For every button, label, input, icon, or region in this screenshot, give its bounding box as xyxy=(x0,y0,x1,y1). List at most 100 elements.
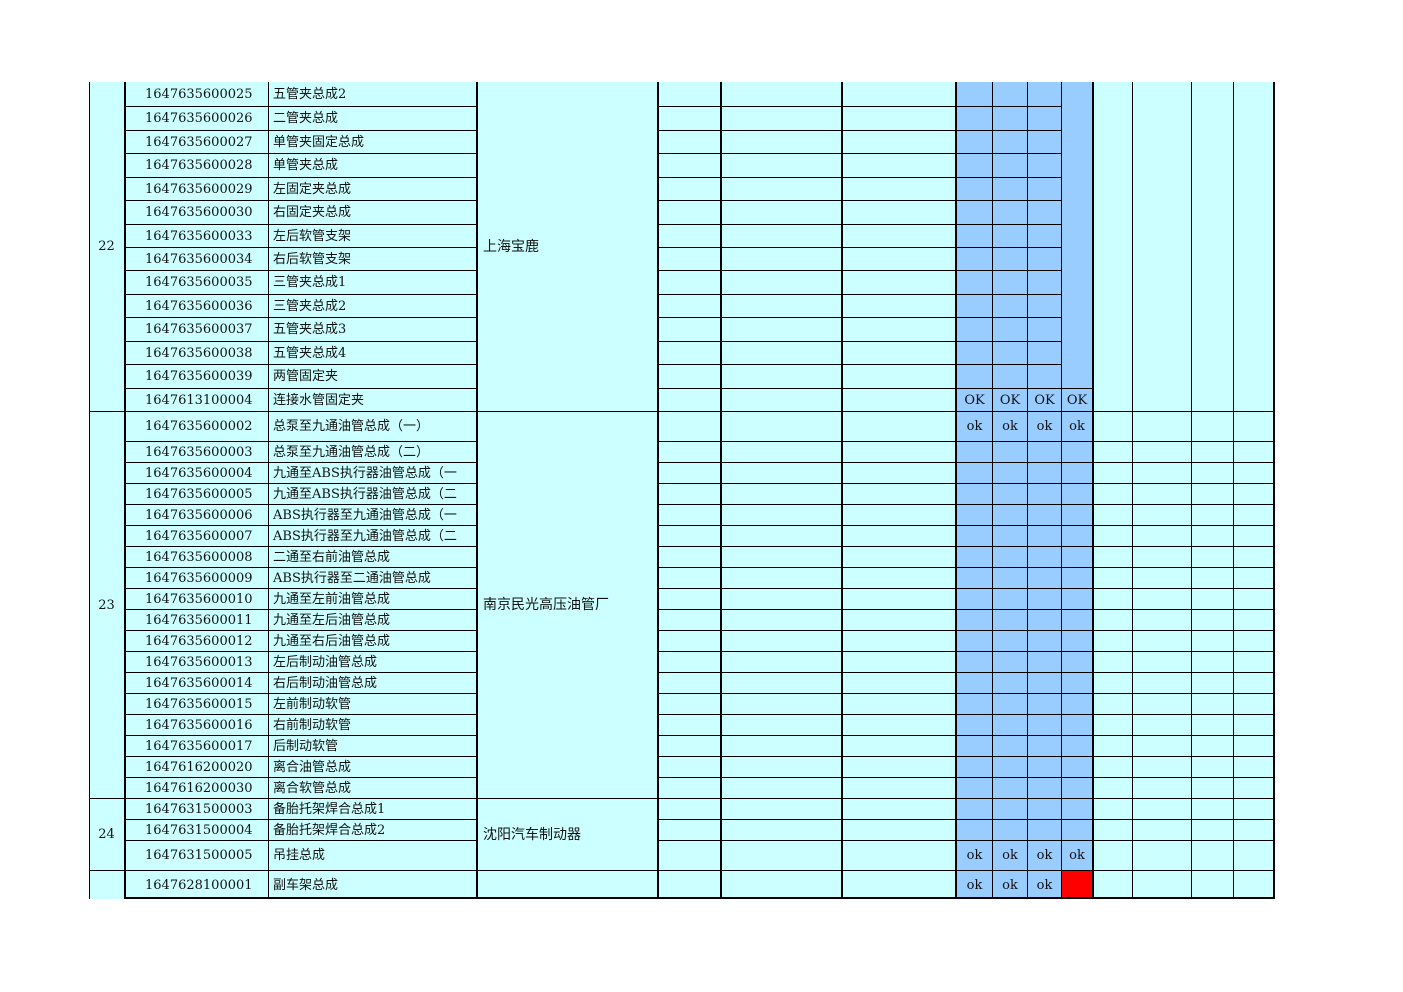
empty-cell[interactable] xyxy=(1191,870,1233,899)
empty-cell[interactable] xyxy=(1092,630,1132,651)
part-code-cell[interactable]: 1647635600028 xyxy=(124,153,268,177)
empty-cell[interactable] xyxy=(841,341,955,364)
empty-cell[interactable] xyxy=(1191,630,1233,651)
status-cell[interactable] xyxy=(1061,341,1092,364)
status-cell[interactable] xyxy=(1027,82,1061,106)
part-name-cell[interactable]: 连接水管固定夹 xyxy=(268,388,476,411)
part-name-cell[interactable]: 总泵至九通油管总成（二） xyxy=(268,441,476,462)
empty-cell[interactable] xyxy=(1191,546,1233,567)
empty-cell[interactable] xyxy=(657,462,720,483)
empty-cell[interactable] xyxy=(720,756,841,777)
status-cell[interactable] xyxy=(992,130,1027,153)
part-name-cell[interactable]: 左后软管支架 xyxy=(268,224,476,247)
status-cell[interactable] xyxy=(992,588,1027,609)
empty-cell[interactable] xyxy=(1233,714,1274,735)
empty-cell[interactable] xyxy=(1233,106,1274,130)
empty-cell[interactable] xyxy=(1233,735,1274,756)
status-cell[interactable] xyxy=(1027,462,1061,483)
status-cell[interactable]: OK xyxy=(1061,388,1092,411)
empty-cell[interactable] xyxy=(1233,130,1274,153)
empty-cell[interactable] xyxy=(657,483,720,504)
empty-cell[interactable] xyxy=(1092,177,1132,200)
part-name-cell[interactable]: 九通至右后油管总成 xyxy=(268,630,476,651)
empty-cell[interactable] xyxy=(1092,364,1132,388)
status-cell[interactable] xyxy=(1027,106,1061,130)
empty-cell[interactable] xyxy=(1233,294,1274,317)
status-cell[interactable] xyxy=(1027,270,1061,294)
status-cell[interactable] xyxy=(1027,735,1061,756)
part-name-cell[interactable]: 九通至左后油管总成 xyxy=(268,609,476,630)
empty-cell[interactable] xyxy=(720,567,841,588)
empty-cell[interactable] xyxy=(1132,870,1191,899)
empty-cell[interactable] xyxy=(1092,388,1132,411)
empty-cell[interactable] xyxy=(720,106,841,130)
empty-cell[interactable] xyxy=(1132,153,1191,177)
part-name-cell[interactable]: 两管固定夹 xyxy=(268,364,476,388)
status-cell[interactable] xyxy=(955,798,992,819)
empty-cell[interactable] xyxy=(841,735,955,756)
empty-cell[interactable] xyxy=(720,341,841,364)
empty-cell[interactable] xyxy=(1191,756,1233,777)
status-cell[interactable] xyxy=(955,462,992,483)
empty-cell[interactable] xyxy=(841,177,955,200)
empty-cell[interactable] xyxy=(1191,177,1233,200)
status-cell[interactable] xyxy=(1027,153,1061,177)
status-cell[interactable] xyxy=(955,714,992,735)
empty-cell[interactable] xyxy=(841,106,955,130)
empty-cell[interactable] xyxy=(1092,270,1132,294)
empty-cell[interactable] xyxy=(720,735,841,756)
empty-cell[interactable] xyxy=(841,777,955,798)
status-cell[interactable] xyxy=(1027,756,1061,777)
empty-cell[interactable] xyxy=(841,153,955,177)
status-cell[interactable] xyxy=(955,735,992,756)
empty-cell[interactable] xyxy=(1132,672,1191,693)
empty-cell[interactable] xyxy=(657,441,720,462)
part-name-cell[interactable]: 五管夹总成3 xyxy=(268,317,476,341)
empty-cell[interactable] xyxy=(1132,840,1191,870)
empty-cell[interactable] xyxy=(841,840,955,870)
empty-cell[interactable] xyxy=(657,630,720,651)
status-cell[interactable] xyxy=(1061,672,1092,693)
status-cell[interactable] xyxy=(992,651,1027,672)
empty-cell[interactable] xyxy=(841,224,955,247)
status-cell[interactable] xyxy=(1027,609,1061,630)
part-name-cell[interactable]: 九通至左前油管总成 xyxy=(268,588,476,609)
empty-cell[interactable] xyxy=(841,130,955,153)
status-cell[interactable] xyxy=(992,777,1027,798)
status-cell[interactable]: ok xyxy=(1027,411,1061,441)
status-cell[interactable] xyxy=(955,441,992,462)
empty-cell[interactable] xyxy=(720,546,841,567)
empty-cell[interactable] xyxy=(1233,82,1274,106)
empty-cell[interactable] xyxy=(1191,672,1233,693)
empty-cell[interactable] xyxy=(720,411,841,441)
status-cell[interactable] xyxy=(992,735,1027,756)
status-cell[interactable] xyxy=(1061,106,1092,130)
empty-cell[interactable] xyxy=(720,819,841,840)
part-name-cell[interactable]: 吊挂总成 xyxy=(268,840,476,870)
status-cell[interactable] xyxy=(1061,441,1092,462)
empty-cell[interactable] xyxy=(1233,388,1274,411)
empty-cell[interactable] xyxy=(1191,224,1233,247)
empty-cell[interactable] xyxy=(657,672,720,693)
empty-cell[interactable] xyxy=(1191,441,1233,462)
status-cell[interactable] xyxy=(992,609,1027,630)
empty-cell[interactable] xyxy=(841,819,955,840)
empty-cell[interactable] xyxy=(1132,294,1191,317)
empty-cell[interactable] xyxy=(841,546,955,567)
part-code-cell[interactable]: 1647635600016 xyxy=(124,714,268,735)
part-name-cell[interactable]: ABS执行器至九通油管总成（二 xyxy=(268,525,476,546)
empty-cell[interactable] xyxy=(720,588,841,609)
empty-cell[interactable] xyxy=(1132,106,1191,130)
part-code-cell[interactable]: 1647616200020 xyxy=(124,756,268,777)
status-cell[interactable] xyxy=(955,82,992,106)
status-cell[interactable] xyxy=(992,819,1027,840)
empty-cell[interactable] xyxy=(657,388,720,411)
status-cell[interactable]: ok xyxy=(955,840,992,870)
part-code-cell[interactable]: 1647635600006 xyxy=(124,504,268,525)
empty-cell[interactable] xyxy=(1132,441,1191,462)
empty-cell[interactable] xyxy=(1132,693,1191,714)
empty-cell[interactable] xyxy=(1191,388,1233,411)
empty-cell[interactable] xyxy=(720,224,841,247)
empty-cell[interactable] xyxy=(1233,411,1274,441)
status-cell[interactable] xyxy=(1027,714,1061,735)
